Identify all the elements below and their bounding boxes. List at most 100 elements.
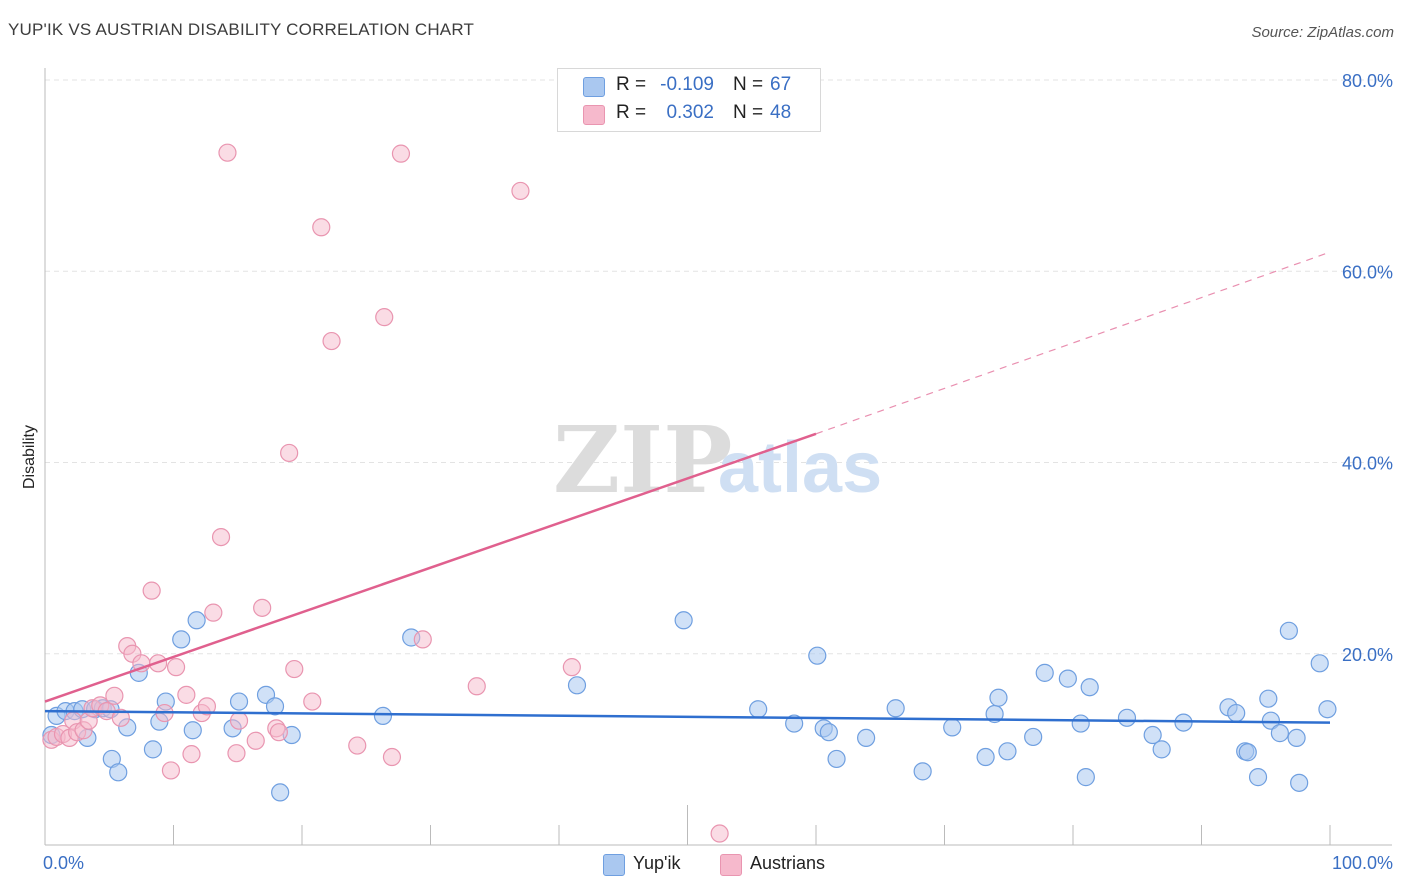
- yupik-point: [1261, 711, 1280, 730]
- austrians-point: [303, 692, 322, 711]
- yupik-point: [857, 728, 876, 748]
- austrians-point: [312, 218, 331, 237]
- chart-source: Source: ZipAtlas.com: [1251, 24, 1394, 41]
- r-value: -0.109: [660, 74, 714, 95]
- y-tick-label: 20.0%: [1342, 645, 1393, 665]
- legend-row-austrians: R = 0.302 N = 48: [558, 102, 820, 126]
- austrians-point: [253, 598, 272, 617]
- yupik-point: [785, 714, 804, 733]
- austrians-point: [246, 731, 265, 750]
- austrians-point: [382, 747, 402, 767]
- austrians-trend-extension: [815, 251, 1331, 435]
- yupik-point: [1024, 727, 1043, 747]
- austrians-point: [177, 685, 196, 704]
- yupik-point: [886, 699, 905, 718]
- yupik-point: [1080, 678, 1099, 697]
- yupik-point: [998, 742, 1017, 761]
- yupik-point: [1259, 689, 1278, 708]
- yupik-point: [1071, 714, 1090, 733]
- yupik-point: [989, 688, 1008, 707]
- yupik-point: [913, 762, 932, 781]
- austrians-point: [413, 630, 432, 649]
- yupik-point: [819, 723, 838, 742]
- austrians-point: [142, 581, 161, 600]
- trend-lines: [44, 251, 1331, 724]
- austrians-point: [166, 658, 186, 677]
- x-tick-label: 100.0%: [1332, 853, 1393, 873]
- yupik-point: [1287, 728, 1306, 748]
- n-label: N =: [733, 74, 764, 95]
- legend-label: Austrians: [750, 853, 826, 873]
- yupik-point: [1290, 773, 1309, 792]
- yupik-point: [1152, 740, 1171, 759]
- austrians-point: [218, 143, 237, 162]
- yupik-point: [229, 692, 249, 711]
- austrians-point: [227, 744, 246, 763]
- austrians-point: [285, 659, 304, 679]
- series-legend: Yup'ik Austrians: [0, 853, 1406, 877]
- chart-title: YUP'IK VS AUSTRIAN DISABILITY CORRELATIO…: [8, 20, 475, 39]
- austrians-point: [710, 824, 729, 843]
- austrians-swatch: [583, 105, 605, 125]
- austrians-swatch: [720, 854, 742, 876]
- austrians-point: [511, 181, 530, 201]
- yupik-point: [1248, 768, 1268, 787]
- legend-row-yupik: R = -0.109 N = 67: [558, 74, 820, 98]
- yupik-point: [172, 630, 191, 649]
- austrians-point: [105, 686, 124, 705]
- yupik-point: [1035, 663, 1054, 682]
- austrians-point: [322, 331, 341, 351]
- austrians-point: [391, 144, 411, 163]
- yupik-point: [1058, 669, 1077, 688]
- austrians-point: [269, 723, 288, 742]
- austrians-point: [375, 308, 394, 327]
- yupik-point: [1238, 743, 1257, 762]
- n-label: N =: [733, 102, 764, 123]
- yupik-point: [976, 747, 995, 767]
- watermark-zip: ZIP: [553, 406, 732, 514]
- yupik-point: [373, 706, 393, 726]
- yupik-point: [1174, 713, 1193, 732]
- yupik-point: [567, 676, 587, 695]
- axes: [44, 68, 1392, 846]
- yupik-point: [749, 700, 768, 719]
- grid-lines: [45, 79, 1392, 655]
- austrians-point: [211, 527, 231, 547]
- yupik-points: [42, 611, 1337, 802]
- austrians-point: [161, 761, 181, 780]
- correlation-legend: R = -0.109 N = 67 R = 0.302 N = 48: [557, 68, 821, 132]
- watermark-atlas: atlas: [718, 428, 882, 508]
- n-value: 67: [770, 74, 792, 95]
- yupik-point: [1318, 700, 1337, 719]
- austrians-point: [280, 443, 299, 463]
- yupik-swatch: [603, 854, 625, 876]
- yupik-swatch: [583, 77, 605, 97]
- x-tick-label: 0.0%: [43, 853, 84, 873]
- yupik-point: [943, 718, 962, 737]
- austrians-point: [111, 708, 130, 727]
- legend-label: Yup'ik: [633, 853, 681, 873]
- tick-labels: 20.0% 40.0% 60.0% 80.0% 0.0% 100.0% Disability: [21, 71, 1393, 873]
- yupik-point: [1310, 654, 1329, 673]
- yupik-point: [1143, 725, 1162, 745]
- y-tick-label: 80.0%: [1342, 71, 1393, 91]
- yupik-point: [1076, 768, 1095, 787]
- austrians-point: [197, 697, 217, 716]
- r-label: R =: [616, 74, 647, 95]
- austrians-trend-line: [44, 432, 817, 703]
- yupik-point: [1279, 621, 1298, 640]
- yupik-point: [109, 763, 128, 782]
- yupik-point: [183, 721, 202, 740]
- austrians-point: [467, 677, 486, 696]
- austrians-point: [182, 745, 201, 764]
- yupik-point: [808, 646, 827, 665]
- austrians-point: [204, 603, 223, 622]
- y-axis-label: Disability: [21, 425, 38, 489]
- yupik-point: [827, 749, 846, 769]
- yupik-trend-line: [44, 709, 1331, 724]
- austrians-point: [562, 658, 581, 677]
- yupik-point: [1270, 724, 1289, 743]
- yupik-point: [143, 740, 163, 759]
